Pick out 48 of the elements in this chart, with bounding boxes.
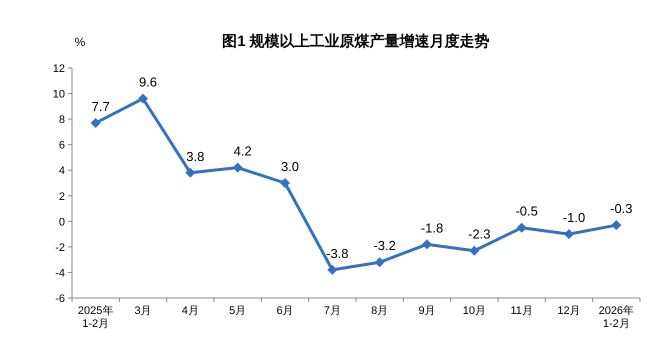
x-tick-label: 8月 (371, 305, 388, 317)
y-tick-label: 4 (58, 165, 65, 178)
point (516, 222, 527, 233)
text: -0.3 (610, 201, 633, 216)
x-tick-label: 7月 (324, 305, 341, 317)
chart-title: 图1 规模以上工业原煤产量增速月度走势 (222, 32, 490, 50)
y-tick-label: 8 (58, 114, 65, 126)
y-tick-label: 12 (52, 63, 65, 75)
x-tick-label: 9月 (418, 305, 436, 317)
text: -2.3 (468, 226, 491, 242)
point (185, 168, 196, 178)
point (422, 239, 432, 250)
text: -0.5 (515, 204, 538, 219)
text: 3.8 (186, 148, 204, 164)
x-tick-label: 5月 (229, 305, 246, 317)
text: 4.2 (234, 144, 252, 159)
x-tick-label: 6月 (276, 305, 294, 317)
text: -1.0 (562, 210, 586, 226)
point (90, 118, 101, 128)
point (611, 220, 622, 230)
point (138, 94, 148, 104)
text: -1.8 (420, 220, 444, 236)
y-tick-label: 6 (58, 140, 65, 152)
y-axis-title: % (74, 35, 86, 49)
x-tick-label: 2026年 1-2月 (598, 305, 634, 330)
point (374, 257, 385, 268)
y-tick-label: -4 (55, 267, 65, 280)
point (564, 229, 574, 240)
text: 7.7 (92, 98, 110, 114)
point (232, 162, 243, 173)
y-tick-label: 2 (58, 190, 65, 203)
x-tick-label: 10月 (462, 305, 486, 317)
y-tick-label: 10 (52, 88, 65, 101)
x-tick-label: 4月 (182, 305, 199, 317)
y-tick-label: -2 (55, 242, 65, 254)
point (327, 264, 338, 275)
point (280, 178, 290, 188)
x-tick-label: 11月 (510, 305, 533, 317)
x-tick-label: 12月 (557, 305, 581, 317)
y-tick-label: 0 (58, 216, 65, 228)
text: 9.6 (138, 74, 158, 90)
text: -3.8 (326, 246, 349, 261)
x-tick-label: 2025年 1-2月 (78, 305, 114, 330)
y-tick-label: -6 (55, 293, 65, 305)
text: 3.0 (280, 159, 300, 174)
text: -3.2 (373, 238, 396, 254)
point (469, 246, 480, 256)
x-tick-label: 3月 (134, 305, 152, 317)
